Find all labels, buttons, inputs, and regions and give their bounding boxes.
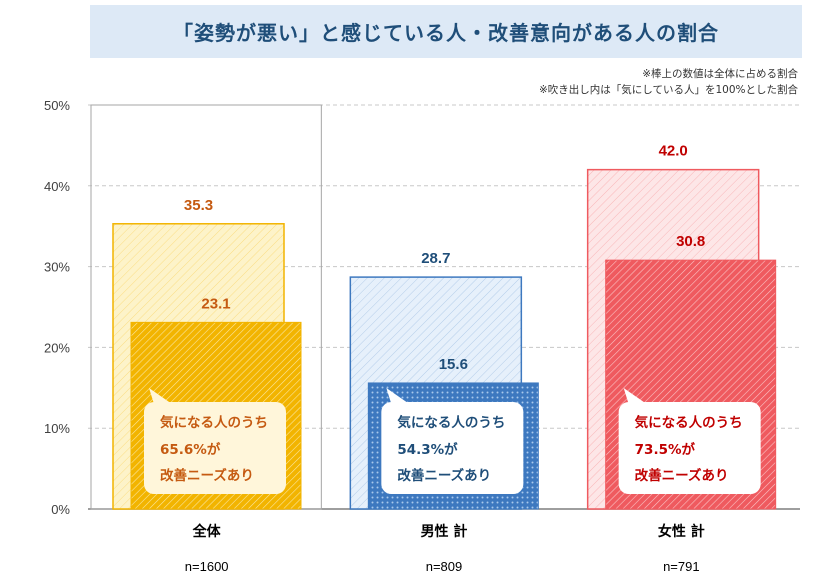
callout-line1: 気になる人のうち xyxy=(635,414,743,431)
y-tick-label: 30% xyxy=(44,260,70,275)
sample-size-label: n=809 xyxy=(426,559,463,574)
value-label-female-improve: 30.8 xyxy=(676,233,705,250)
chart-title-box: 「姿勢が悪い」と感じている人・改善意向がある人の割合 xyxy=(90,5,802,58)
sample-size-label: n=791 xyxy=(663,559,700,574)
value-label-male-concerned: 28.7 xyxy=(421,250,450,267)
callout-box xyxy=(618,402,761,494)
callout-line2: 54.3%が xyxy=(397,441,458,458)
callout-tail xyxy=(386,388,410,404)
callout-tail xyxy=(149,388,172,404)
y-tick-label: 0% xyxy=(51,502,70,517)
y-tick-label: 50% xyxy=(44,98,70,113)
callout-line1: 気になる人のうち xyxy=(397,414,505,431)
y-tick-label: 40% xyxy=(44,179,70,194)
callout-line3: 改善ニーズあり xyxy=(160,467,254,484)
note-bar-values: ※棒上の数値は全体に占める割合 xyxy=(642,68,798,80)
y-tick-label: 20% xyxy=(44,340,70,355)
callout-line2: 73.5%が xyxy=(635,441,696,458)
x-category-label: 女性 計 xyxy=(658,523,705,540)
callout-box xyxy=(381,402,524,494)
x-category-label: 男性 計 xyxy=(421,523,468,540)
callout-tail xyxy=(623,388,647,404)
chart-title: 「姿勢が悪い」と感じている人・改善意向がある人の割合 xyxy=(173,21,719,45)
x-category-label: 全体 xyxy=(192,523,222,540)
callout-line2: 65.6%が xyxy=(160,441,221,458)
value-label-all-concerned: 35.3 xyxy=(184,197,213,214)
value-label-female-concerned: 42.0 xyxy=(659,143,688,160)
callout-line3: 改善ニーズあり xyxy=(397,467,491,484)
value-label-all-improve: 23.1 xyxy=(201,295,230,312)
callout-box xyxy=(144,402,286,494)
callout-line3: 改善ニーズあり xyxy=(635,467,729,484)
callout-line1: 気になる人のうち xyxy=(160,414,268,431)
value-label-male-improve: 15.6 xyxy=(439,356,468,373)
y-tick-label: 10% xyxy=(44,421,70,436)
note-callouts: ※吹き出し内は「気にしている人」を100%とした割合 xyxy=(538,84,798,96)
sample-size-label: n=1600 xyxy=(185,559,229,574)
